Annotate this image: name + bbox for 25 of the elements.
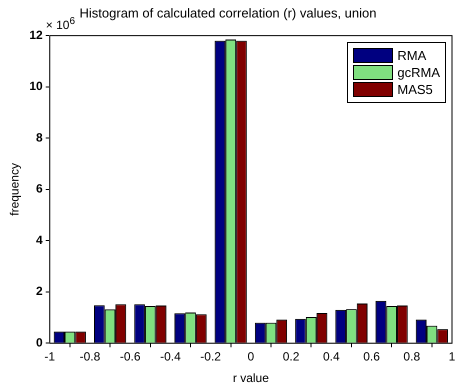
x-tick-label: 0.4 [322,350,340,364]
x-tick-label: 1 [448,350,456,364]
x-tick-label: -0.6 [120,350,141,364]
x-tick-label: -0.2 [200,350,222,364]
y-tick-label: 4 [36,232,44,247]
y-tick-label: 12 [29,28,44,42]
y-tick-label: 8 [36,130,44,144]
legend-label: gcRMA [397,64,440,80]
x-tick-label: -0.4 [160,350,182,364]
x-tick-label: 0.8 [403,350,420,364]
legend-label: RMA [397,48,426,63]
chart-title: Histogram of calculated correlation (r) values, union [80,5,376,20]
y-tick-label: 0 [36,336,44,350]
y-tick-label: 2 [36,284,44,298]
text: × 10$^{6}$ [46,16,75,32]
x-axis-title: r value [232,371,270,386]
x-tick-label: 0 [248,350,255,364]
x-tick-label: 0.2 [282,350,300,364]
x-tick-label: 0.6 [363,350,380,364]
y-axis-title: frequency [8,163,22,216]
y-tick-label: 10 [29,79,44,94]
x-tick-label: -1 [44,350,56,364]
x-tick-label: -0.8 [80,350,101,364]
y-tick-label: 6 [36,182,44,196]
legend-label: MAS5 [397,82,433,97]
